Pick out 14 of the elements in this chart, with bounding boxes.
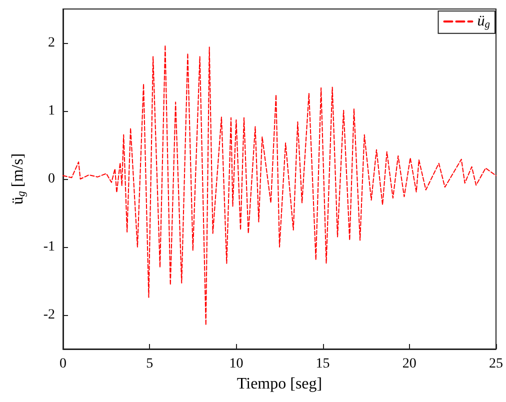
x-axis-title: Tiempo [seg]	[236, 375, 322, 392]
x-tick-label: 20	[402, 356, 416, 372]
x-tick-label: 10	[229, 356, 244, 372]
y-tick-label: -2	[43, 308, 55, 322]
x-tick-label: 0	[60, 356, 66, 372]
x-tick-label: 5	[146, 356, 154, 372]
y-axis-title: üg [m/s]	[9, 153, 28, 205]
y-tick-label: 2	[48, 36, 55, 50]
line-series	[62, 44, 496, 326]
x-tick-label: 25	[489, 356, 503, 372]
x-tick-label: 15	[316, 356, 330, 372]
y-tick-label: 1	[48, 104, 55, 118]
y-tick-label: 0	[48, 172, 55, 186]
y-tick-label: -1	[43, 240, 55, 254]
